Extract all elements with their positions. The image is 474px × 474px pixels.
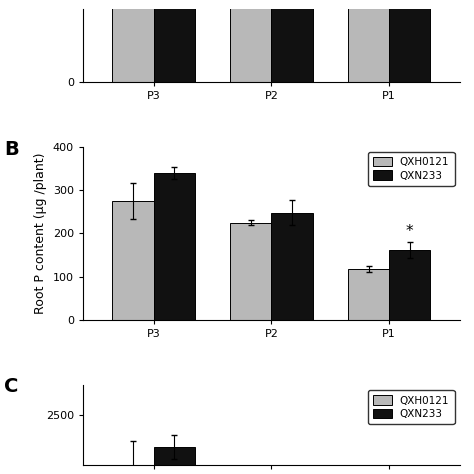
Text: C: C <box>4 377 18 396</box>
Y-axis label: Root P content (μg /plant): Root P content (μg /plant) <box>34 153 47 314</box>
Legend: QXH0121, QXN233: QXH0121, QXN233 <box>367 390 455 424</box>
Bar <box>271 212 312 320</box>
Bar <box>112 201 154 320</box>
Bar <box>389 250 430 320</box>
Bar <box>230 223 271 320</box>
Bar <box>112 0 154 82</box>
Bar <box>271 0 312 82</box>
Bar <box>230 0 271 82</box>
Bar <box>154 447 195 465</box>
Bar <box>348 269 389 320</box>
Legend: QXH0121, QXN233: QXH0121, QXN233 <box>367 152 455 186</box>
Bar <box>348 0 389 82</box>
Bar <box>389 0 430 82</box>
Text: B: B <box>4 140 18 159</box>
Bar <box>154 173 195 320</box>
Text: *: * <box>406 225 413 239</box>
Bar <box>154 0 195 82</box>
